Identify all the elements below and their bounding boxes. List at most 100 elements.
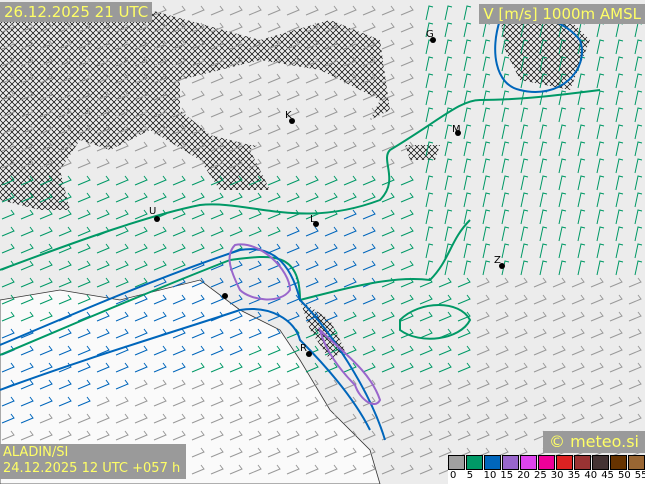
wind-barb xyxy=(596,22,605,38)
wind-barb xyxy=(305,141,319,152)
wind-barb xyxy=(267,158,281,169)
wind-barb xyxy=(552,277,566,288)
wind-barb xyxy=(457,379,471,390)
wind-barb xyxy=(463,158,472,174)
wind-barb xyxy=(267,22,281,33)
wind-barb xyxy=(324,464,338,475)
wind-barb xyxy=(590,277,604,288)
wind-barb xyxy=(267,107,281,118)
wind-barb xyxy=(20,124,34,135)
wind-barb xyxy=(577,192,586,208)
wind-barb xyxy=(248,311,262,322)
wind-barb xyxy=(39,56,53,67)
wind-barb xyxy=(77,90,91,101)
wind-barb xyxy=(77,226,91,237)
wind-barb xyxy=(134,175,148,186)
wind-barb xyxy=(501,260,510,276)
legend-tick: 25 xyxy=(534,470,547,481)
wind-barb xyxy=(20,175,34,186)
wind-barb xyxy=(115,379,129,390)
wind-barb xyxy=(482,22,491,38)
wind-barb xyxy=(210,430,224,441)
wind-barb xyxy=(362,124,376,135)
wind-barb xyxy=(482,226,491,242)
wind-barb xyxy=(476,379,490,390)
wind-barb xyxy=(552,328,566,339)
wind-barb xyxy=(39,260,53,271)
wind-barb xyxy=(419,464,433,475)
wind-barb xyxy=(615,158,624,174)
wind-barb xyxy=(115,362,129,373)
wind-barb xyxy=(362,141,376,152)
wind-barb xyxy=(324,413,338,424)
wind-barb xyxy=(305,260,319,271)
wind-barb xyxy=(533,396,547,407)
wind-barb xyxy=(425,73,434,89)
wind-barb xyxy=(476,362,490,373)
wind-barb xyxy=(419,447,433,458)
wind-barb xyxy=(286,294,300,305)
wind-barb xyxy=(77,56,91,67)
wind-barb xyxy=(381,192,395,203)
wind-barb xyxy=(153,226,167,237)
wind-barb xyxy=(305,311,319,322)
wind-barb xyxy=(558,107,567,123)
wind-barb xyxy=(305,124,319,135)
wind-barb xyxy=(514,396,528,407)
wind-barb xyxy=(248,141,262,152)
wind-barb xyxy=(520,124,529,140)
wind-barb xyxy=(609,294,623,305)
wind-barb xyxy=(381,311,395,322)
wind-barb xyxy=(96,192,110,203)
wind-barb xyxy=(58,192,72,203)
wind-barb xyxy=(501,56,510,72)
wind-barb xyxy=(457,328,471,339)
wind-barb xyxy=(343,158,357,169)
wind-barb xyxy=(77,158,91,169)
wind-barb xyxy=(20,22,34,33)
wind-barb xyxy=(39,124,53,135)
wind-barb xyxy=(495,328,509,339)
wind-barb xyxy=(495,345,509,356)
wind-barb xyxy=(571,413,585,424)
wind-barb xyxy=(153,345,167,356)
wind-barb xyxy=(286,141,300,152)
wind-barb xyxy=(343,430,357,441)
wind-barb xyxy=(58,379,72,390)
city-markers xyxy=(154,37,505,357)
wind-barb xyxy=(248,192,262,203)
wind-barb xyxy=(39,39,53,50)
wind-barb xyxy=(134,294,148,305)
wind-barb xyxy=(210,413,224,424)
wind-barb xyxy=(590,294,604,305)
wind-barb xyxy=(381,175,395,186)
wind-barb xyxy=(558,260,567,276)
wind-barb xyxy=(539,209,548,225)
wind-barb xyxy=(39,243,53,254)
legend-swatch xyxy=(538,455,555,470)
wind-barb xyxy=(229,192,243,203)
wind-barb xyxy=(400,22,414,33)
wind-barb xyxy=(634,107,643,123)
wind-barb xyxy=(77,39,91,50)
wind-barb xyxy=(96,39,110,50)
wind-barb xyxy=(39,311,53,322)
wind-barb xyxy=(381,243,395,254)
wind-barb xyxy=(362,39,376,50)
wind-barb xyxy=(248,209,262,220)
wind-barb xyxy=(39,90,53,101)
wind-barb xyxy=(381,226,395,237)
wind-barb xyxy=(609,345,623,356)
legend-tick: 45 xyxy=(601,470,614,481)
wind-barb xyxy=(286,39,300,50)
wind-barb xyxy=(172,158,186,169)
wind-barb xyxy=(558,192,567,208)
wind-barb xyxy=(305,396,319,407)
wind-barb xyxy=(134,158,148,169)
wind-barb xyxy=(286,158,300,169)
wind-barb xyxy=(324,39,338,50)
city-marker xyxy=(306,351,312,357)
wind-barb xyxy=(539,243,548,259)
wind-barb xyxy=(134,73,148,84)
wind-barb xyxy=(248,413,262,424)
